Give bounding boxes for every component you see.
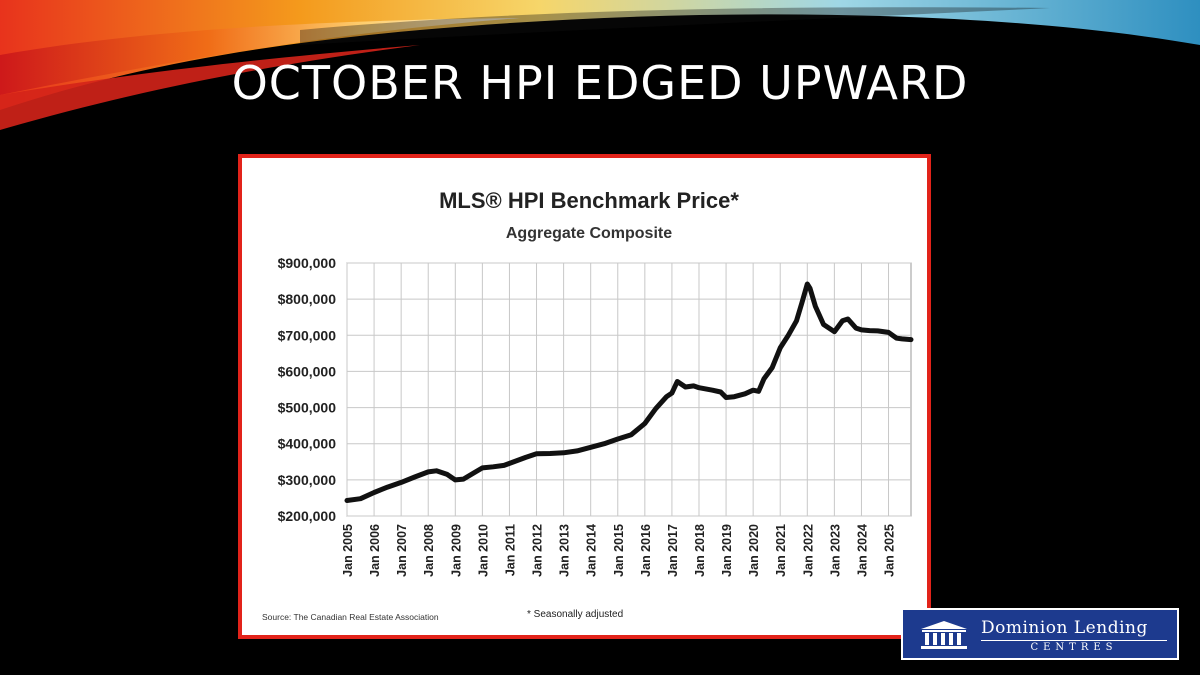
y-tick-label: $300,000 — [278, 472, 337, 488]
dominion-lending-logo: Dominion Lending CENTRES — [901, 608, 1179, 660]
footnote: * Seasonally adjusted — [527, 609, 623, 620]
source-note: Source: The Canadian Real Estate Associa… — [262, 612, 439, 622]
x-tick-label: Jan 2021 — [774, 524, 788, 577]
x-tick-label: Jan 2010 — [476, 524, 490, 577]
x-axis: Jan 2005 Jan 2006 Jan 2007 Jan 2008 Jan 2009… — [341, 524, 897, 577]
x-tick-label: Jan 2017 — [666, 524, 680, 577]
x-tick-label: Jan 2005 — [341, 524, 355, 577]
chart-title: MLS® HPI Benchmark Price* — [439, 188, 739, 213]
y-tick-label: $600,000 — [278, 363, 337, 379]
slide-title: OCTOBER HPI EDGED UPWARD — [231, 56, 969, 110]
x-tick-label: Jan 2020 — [747, 524, 761, 577]
grid — [346, 262, 912, 517]
x-tick-label: Jan 2006 — [368, 524, 382, 577]
y-tick-label: $500,000 — [278, 400, 337, 416]
x-tick-label: Jan 2011 — [503, 524, 517, 576]
x-tick-label: Jan 2025 — [883, 524, 897, 577]
x-tick-label: Jan 2024 — [855, 524, 869, 577]
series-line — [344, 281, 914, 503]
y-tick-label: $900,000 — [278, 255, 337, 271]
x-tick-label: Jan 2007 — [395, 524, 409, 577]
x-tick-label: Jan 2013 — [558, 524, 572, 577]
x-tick-label: Jan 2023 — [828, 524, 842, 577]
logo-divider — [981, 640, 1167, 641]
x-tick-label: Jan 2014 — [585, 524, 599, 577]
logo-subtitle: CENTRES — [1030, 642, 1118, 653]
y-tick-label: $400,000 — [278, 436, 337, 452]
x-tick-label: Jan 2012 — [531, 524, 545, 577]
decorative-swoosh-banner — [0, 0, 1200, 130]
x-tick-label: Jan 2019 — [720, 524, 734, 577]
y-tick-label: $700,000 — [278, 327, 337, 343]
x-tick-label: Jan 2008 — [422, 524, 436, 577]
x-tick-label: Jan 2016 — [639, 524, 653, 577]
hpi-line-chart: MLS® HPI Benchmark Price* Aggregate Comp… — [262, 188, 914, 622]
plot-area — [346, 262, 912, 517]
pillars-building-icon — [921, 621, 967, 649]
chart-frame: MLS® HPI Benchmark Price* Aggregate Comp… — [238, 154, 931, 639]
x-tick-label: Jan 2022 — [801, 524, 815, 577]
y-axis: $200,000 $300,000 $400,000 $500,000 $600,000… — [278, 255, 337, 524]
x-tick-label: Jan 2009 — [449, 524, 463, 577]
x-tick-label: Jan 2015 — [612, 524, 626, 577]
x-tick-label: Jan 2018 — [693, 524, 707, 577]
y-tick-label: $800,000 — [278, 291, 337, 307]
chart-subtitle: Aggregate Composite — [506, 225, 672, 242]
y-tick-label: $200,000 — [278, 508, 337, 524]
logo-name: Dominion Lending — [981, 618, 1148, 638]
